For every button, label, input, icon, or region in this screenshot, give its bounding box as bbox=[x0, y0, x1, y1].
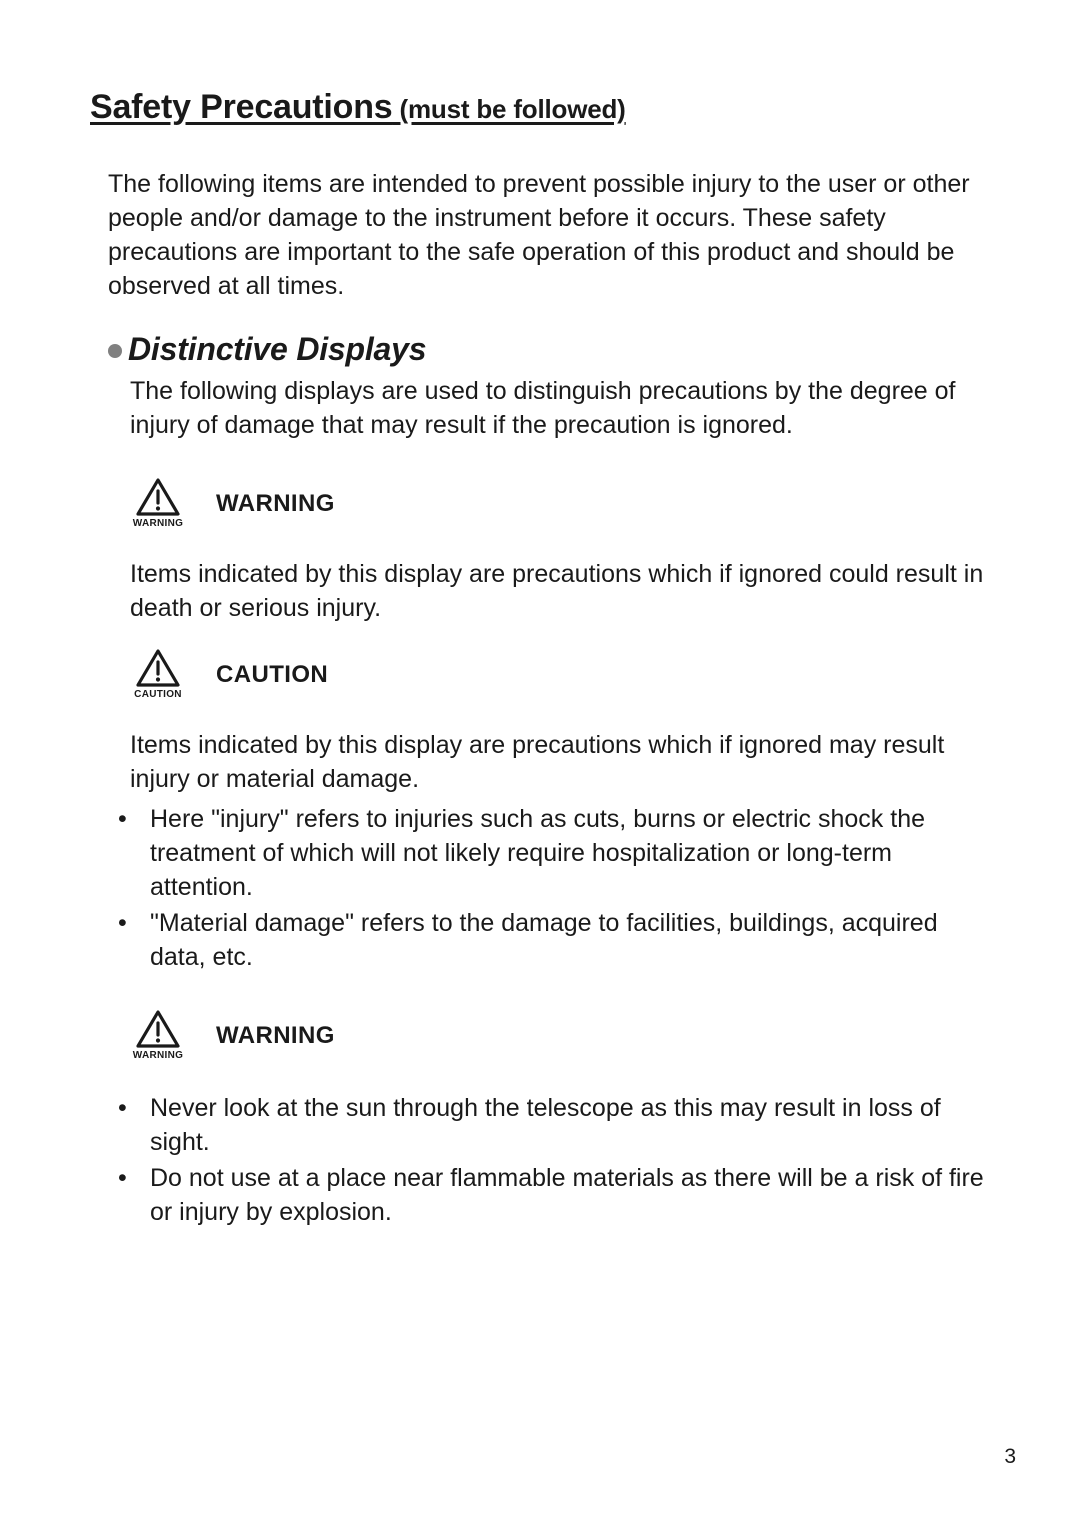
caution-triangle-icon bbox=[136, 649, 180, 687]
bullet-dot-icon bbox=[108, 344, 122, 358]
warning-icon-caption: WARNING bbox=[133, 518, 183, 529]
list-item: Here "injury" refers to injuries such as… bbox=[106, 802, 990, 904]
warning-icon-row-2: WARNING WARNING bbox=[130, 1010, 990, 1061]
warning-label: WARNING bbox=[216, 490, 335, 518]
warning-description: Items indicated by this display are prec… bbox=[130, 557, 990, 625]
subhead: Distinctive Displays bbox=[128, 331, 426, 368]
caution-icon-block: CAUTION bbox=[130, 649, 186, 700]
caution-description: Items indicated by this display are prec… bbox=[130, 728, 990, 796]
warning-triangle-icon bbox=[136, 478, 180, 516]
page-number: 3 bbox=[1004, 1445, 1016, 1469]
intro-paragraph: The following items are intended to prev… bbox=[108, 167, 990, 303]
warning-icon-block: WARNING bbox=[130, 478, 186, 529]
page: Safety Precautions (must be followed) Th… bbox=[0, 0, 1080, 1229]
title-main: Safety Precautions bbox=[90, 88, 393, 126]
caution-icon-row: CAUTION CAUTION bbox=[130, 649, 990, 700]
warnings-list: Never look at the sun through the telesc… bbox=[106, 1091, 990, 1229]
warning-icon-row: WARNING WARNING bbox=[130, 478, 990, 529]
page-title: Safety Precautions (must be followed) bbox=[90, 88, 990, 127]
list-item: Never look at the sun through the telesc… bbox=[106, 1091, 990, 1159]
caution-label: CAUTION bbox=[216, 661, 328, 689]
list-item: "Material damage" refers to the damage t… bbox=[106, 906, 990, 974]
subhead-intro: The following displays are used to disti… bbox=[130, 374, 990, 442]
warning-triangle-icon bbox=[136, 1010, 180, 1048]
caution-icon-caption: CAUTION bbox=[134, 689, 182, 700]
warning-icon-caption-2: WARNING bbox=[133, 1050, 183, 1061]
subhead-row: Distinctive Displays bbox=[108, 331, 990, 368]
definitions-list: Here "injury" refers to injuries such as… bbox=[106, 802, 990, 974]
list-item: Do not use at a place near flammable mat… bbox=[106, 1161, 990, 1229]
warning-label-2: WARNING bbox=[216, 1022, 335, 1050]
title-sub: (must be followed) bbox=[393, 94, 626, 124]
warning-icon-block-2: WARNING bbox=[130, 1010, 186, 1061]
